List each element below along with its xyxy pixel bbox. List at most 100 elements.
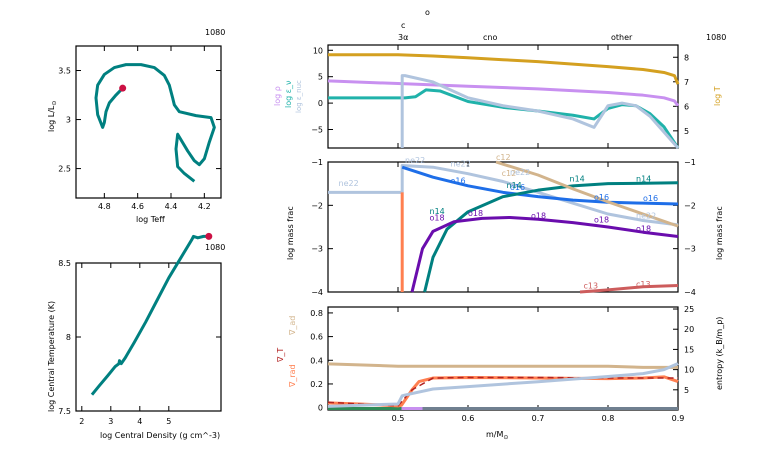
hr-xlabel: log Teff (136, 215, 165, 224)
hr-xtick-label: 4.6 (131, 202, 144, 211)
annotation-ne22: ne22 (636, 211, 656, 220)
annotation-o18: o18 (430, 214, 445, 223)
annotation-n14: n14 (430, 207, 445, 216)
top-y2tick-label: 6 (684, 102, 689, 111)
annotation-ne22: ne22 (405, 156, 425, 165)
top-y2tick-label: 8 (684, 53, 689, 62)
bottom-y2tick-label: 5 (684, 386, 689, 395)
top-label-o: o (425, 8, 430, 17)
top-label-c: c (401, 21, 405, 30)
hr-model-number: 1080 (205, 28, 225, 37)
y2label-log-T: log T (713, 86, 722, 106)
profile-bottom-panel: m/M⊙ ∇_ad ∇_T ∇_rad entropy (k_B/m_p) 0.… (276, 305, 724, 441)
mid-ytick-label: −1 (311, 158, 323, 167)
trho-ytick-label: 8 (66, 333, 71, 342)
bottom-y2tick-label: 20 (684, 325, 694, 334)
series-log-T (328, 53, 680, 85)
annotation-o16: o16 (594, 193, 609, 202)
hr-track-line (94, 63, 216, 183)
bottom-ytick-label: 0 (318, 404, 323, 413)
bottom-y2tick-label: 10 (684, 366, 694, 375)
hr-frame (75, 45, 222, 199)
bottom-xtick-label: 0.9 (672, 414, 685, 423)
mid-ylabel-left: log mass frac (286, 206, 295, 260)
ylabel-grad-T: ∇_T (276, 348, 285, 363)
profile-top-panel: o c 3α cno other 1080 log ρ log ε_ν log … (273, 8, 726, 149)
bottom-ytick-label: 0.4 (310, 356, 323, 365)
ylabel-grad-ad: ∇_ad (288, 316, 297, 336)
mid-ytick-label: −2 (311, 201, 323, 210)
annotation-o18: o18 (594, 216, 609, 225)
trho-xtick-label: 2 (79, 417, 84, 426)
bottom-ytick-label: 0.2 (310, 380, 323, 389)
region-label-cno: cno (483, 33, 497, 42)
ylabel-log-eps-nu: log ε_ν (284, 80, 293, 108)
bottom-y2tick-label: 15 (684, 345, 694, 354)
annotation-c12: c12 (502, 169, 517, 178)
trho-track-line (90, 234, 209, 396)
ylabel-log-rho: log ρ (273, 86, 282, 106)
top-ytick-label: 0 (318, 99, 323, 108)
profile-bottom-frame (327, 306, 679, 411)
region-label-other: other (611, 33, 633, 42)
hr-ytick-label: 2.5 (58, 165, 71, 174)
mid-y2tick-label: −1 (684, 158, 696, 167)
annotation-n14: n14 (570, 175, 585, 184)
trho-xtick-label: 5 (166, 417, 171, 426)
annotation-c13: c13 (636, 280, 651, 289)
hr-current-marker (119, 84, 127, 92)
series-log-eps_nuc (400, 74, 680, 149)
series-o18 (410, 215, 679, 293)
series-grad_ad (327, 362, 678, 369)
annotation-o18: o18 (531, 211, 546, 220)
mid-ylabel-right: log mass frac (715, 206, 724, 260)
series-log-rho (327, 79, 680, 107)
trho-xlabel: log Central Density (g cm^-3) (100, 431, 220, 440)
hr-ytick-label: 3.5 (58, 67, 71, 76)
hr-xtick-label: 4.8 (98, 202, 111, 211)
hr-diagram-panel: 1080 4.8 4.6 4.4 4.2 2.5 3 3.5 log Teff log L/… (47, 28, 225, 224)
bottom-xtick-label: 0.7 (532, 414, 545, 423)
series-grad_T (327, 376, 678, 407)
annotation-c12: c12 (496, 153, 511, 162)
top-ytick-label: 10 (313, 46, 323, 55)
trho-ylabel: log Central Temperature (K) (47, 301, 56, 412)
trho-model-number: 1080 (205, 243, 225, 252)
series-grad_rad (327, 375, 679, 408)
trho-ytick-label: 8.5 (58, 259, 71, 268)
bottom-ytick-label: 0.6 (310, 333, 323, 342)
hr-ylabel: log L/L⊙ (47, 101, 58, 132)
series-entropy (327, 362, 679, 408)
annotation-ne22: ne22 (339, 179, 359, 188)
profile-mid-frame (327, 161, 679, 293)
bottom-xtick-label: 0.6 (462, 414, 475, 423)
mixing-region-bar (422, 407, 678, 410)
trho-ytick-label: 7.5 (58, 407, 71, 416)
annotation-ne22: ne22 (510, 168, 530, 177)
annotation-o16: o16 (510, 183, 525, 192)
y2label-entropy: entropy (k_B/m_p) (715, 317, 724, 390)
ylabel-log-eps-nuc: log ε_nuc (295, 80, 303, 113)
hr-xtick-label: 4.4 (165, 202, 178, 211)
annotation-ne22: ne22 (451, 159, 471, 168)
trho-xtick-label: 3 (108, 417, 113, 426)
trho-panel: 1080 2 3 4 5 7.5 8 8.5 log Central Density (g … (47, 232, 225, 440)
profile-model-number: 1080 (706, 33, 726, 42)
annotation-n14: n14 (507, 181, 522, 190)
top-y2tick-label: 7 (684, 78, 689, 87)
hr-xtick-label: 4.2 (198, 202, 211, 211)
mid-ytick-label: −4 (311, 288, 323, 297)
annotation-c13: c13 (584, 282, 599, 291)
bottom-xtick-label: 0.8 (602, 414, 615, 423)
series-o16 (401, 165, 679, 206)
series-c12 (495, 160, 679, 228)
annotation-o18: o18 (636, 224, 651, 233)
series-ne22 (328, 163, 679, 227)
ylabel-grad-rad: ∇_rad (288, 364, 297, 388)
mid-ytick-label: −3 (311, 245, 323, 254)
profile-mid-panel: log mass frac log mass frac −4 −3 −2 −1 −4 −3… (286, 153, 724, 297)
annotation-n14: n14 (636, 175, 651, 184)
bottom-xtick-label: 0.5 (392, 414, 405, 423)
hr-ytick-label: 3 (66, 116, 71, 125)
bottom-xlabel: m/M⊙ (486, 430, 508, 441)
